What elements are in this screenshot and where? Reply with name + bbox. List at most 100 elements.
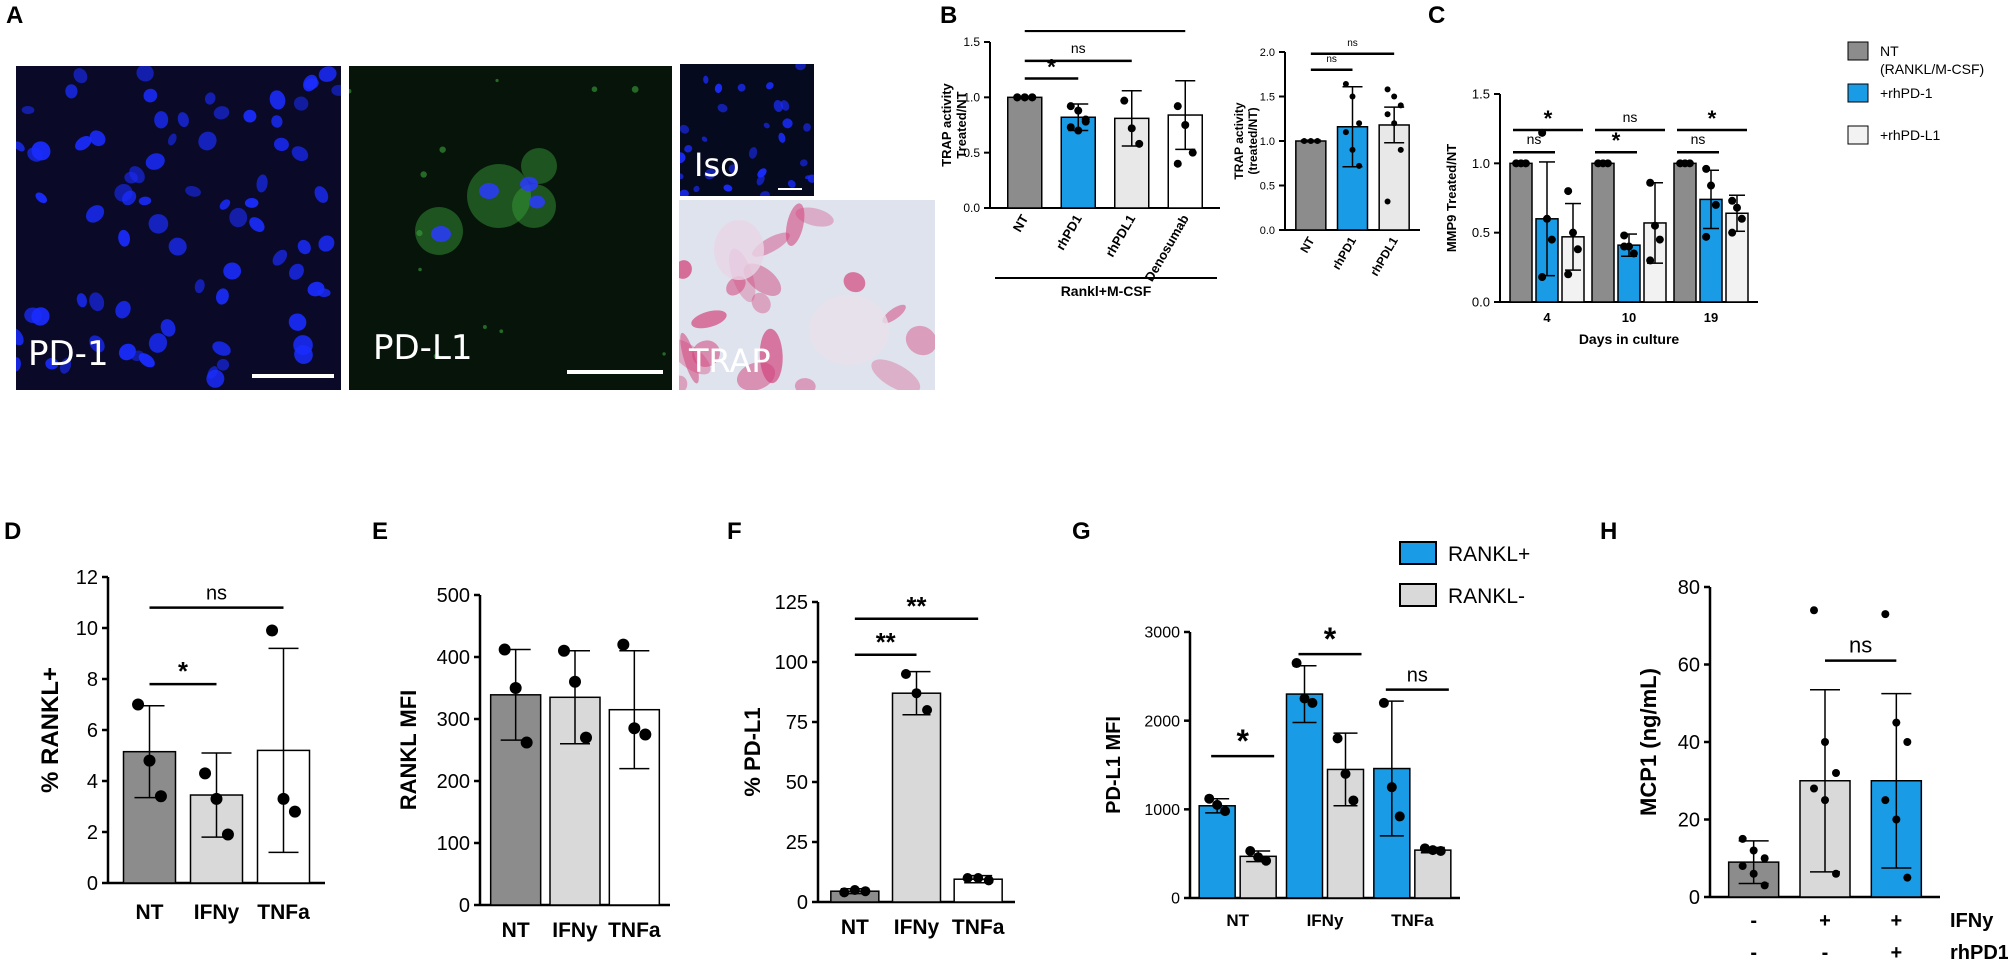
x-tick-label: TNFa [257,901,310,924]
data-point [1356,162,1363,169]
pdl1-image-label: PD-L1 [373,328,473,368]
nucleus [763,122,770,129]
significance-label: * [178,658,188,686]
data-point [1378,697,1389,708]
data-point [1702,232,1711,241]
x-tick-label: IFNy [1307,911,1344,930]
data-point [1349,93,1356,100]
nucleus [76,293,87,308]
data-point [1702,164,1711,173]
nucleus [115,300,131,319]
data-point [849,885,860,895]
data-point [1013,93,1022,102]
data-point [1646,256,1655,265]
nucleus [479,183,499,199]
data-point [143,754,156,767]
data-point [1707,181,1715,190]
data-point [1301,138,1308,144]
data-point [558,644,570,657]
y-tick-label: 0 [797,892,808,914]
data-point [1348,795,1359,806]
nucleus [680,189,689,196]
x-tick-label: TNFa [608,919,661,942]
y-tick-label: 2.0 [1260,47,1275,59]
y-tick-label: 60 [1678,655,1700,677]
trap-stain [692,340,720,367]
y-tick-label: 10 [76,618,98,640]
y-axis-label: MCP1 (ng/mL) [1636,668,1661,816]
nucleus [194,279,205,294]
y-axis-label: % PD-L1 [740,707,765,796]
nucleus [229,207,248,228]
nucleus [89,292,105,312]
bar [1673,162,1697,303]
data-point [1881,610,1890,619]
y-tick-label: 500 [437,585,470,607]
x-tick-label: NT [1297,234,1317,255]
nucleus [143,88,158,103]
speck [420,171,427,178]
data-point [1212,799,1223,810]
nucleus [118,229,131,247]
bar [1198,805,1236,899]
data-point [639,728,652,741]
nucleus [782,118,793,129]
condition-mark: + [1819,910,1831,932]
nucleus [89,335,105,353]
y-axis-label: TRAP activity(treated/NT) [1232,102,1260,179]
iso-image-label: Iso [694,146,740,184]
data-point [860,886,871,897]
data-point [1521,159,1530,168]
bar [1414,849,1452,899]
nucleus [759,191,770,196]
chart-b1: 0.0 0.5 1.0 1.5 TRAP activityTreated/NT NT rhP… [939,30,1220,299]
nucleus [85,205,105,223]
data-point [1245,846,1256,857]
chart-g: 0 1000 2000 3000 PD-L1 MFI NT IFNy TNFa * * ns RANK… [1103,541,1530,930]
image-background [680,64,814,196]
nucleus [216,358,230,371]
nucleus [723,184,733,192]
x-tick-label: 19 [1704,310,1718,325]
y-tick-label: 100 [775,652,808,674]
y-tick-label: 1.5 [1472,87,1490,102]
data-point [1733,203,1741,212]
y-tick-label: 1.0 [1472,156,1490,171]
chart-d: 0 2 4 6 8 10 12 % RANKL+ NT IFNy TNFa * ns [37,567,325,924]
data-point [1332,733,1343,744]
nucleus [803,123,811,132]
data-point [1629,249,1638,258]
y-tick-label: 400 [437,647,470,669]
data-point [1728,196,1737,205]
pd1-image-label: PD-1 [28,334,109,374]
nucleus [704,168,716,180]
x-tick-label: 10 [1622,310,1636,325]
y-tick-label: 1.5 [963,35,980,49]
x-tick-label: NT [136,901,164,924]
nucleus [124,171,138,184]
nucleus [293,96,309,111]
legend-swatch [1847,83,1869,103]
nucleus [317,288,331,298]
data-point [509,682,522,694]
panel-label-g: G [1072,518,1091,545]
x-tick-label: rhPDL1 [1367,234,1401,278]
y-tick-label: 0.5 [1472,225,1490,240]
speck [662,352,666,356]
nucleus [31,307,50,326]
data-point [1020,93,1029,102]
x-tick-label: 4 [1543,310,1551,325]
data-point [1384,86,1391,93]
data-point [277,792,290,805]
x-tick-label: TNFa [952,916,1005,939]
nucleus [213,106,230,120]
trap-stain [843,272,866,293]
data-point [1620,231,1629,240]
data-point [1427,845,1438,856]
y-tick-label: 1.5 [1260,91,1275,103]
data-point [1738,834,1747,843]
nucleus [766,82,774,90]
data-point [1892,718,1901,727]
pdl1-image: PD-L1 [349,66,672,390]
data-point [1821,738,1829,746]
